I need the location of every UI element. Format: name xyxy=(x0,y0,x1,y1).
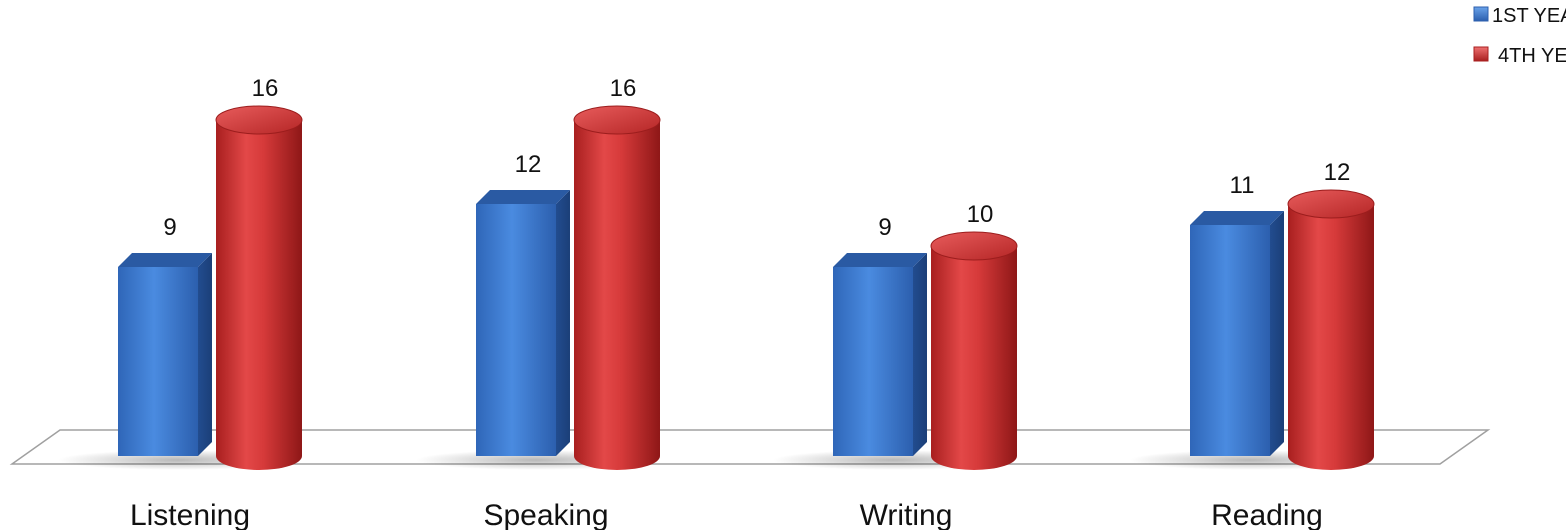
bar-1st-year-top-speaking xyxy=(476,190,570,204)
bar-4th-year-speaking xyxy=(574,120,660,470)
data-label-4th-year-listening: 16 xyxy=(252,75,279,102)
bar-4th-year-cap-speaking xyxy=(573,105,661,135)
bar-1st-year-side-listening xyxy=(198,253,212,456)
bar-4th-year-reading xyxy=(1288,204,1374,470)
legend-swatch-4th-year xyxy=(1473,46,1489,62)
data-label-1st-year-writing: 9 xyxy=(878,214,891,241)
bar-1st-year-side-speaking xyxy=(556,190,570,456)
data-label-4th-year-speaking: 16 xyxy=(610,75,637,102)
bar-4th-year-cap-reading xyxy=(1287,189,1375,219)
bar-4th-year-listening xyxy=(216,120,302,470)
legend-swatch-1st-year xyxy=(1473,6,1489,22)
bar-4th-year-cap-writing xyxy=(930,231,1018,261)
bar-4th-year-writing xyxy=(931,246,1017,470)
category-label-writing: Writing xyxy=(860,499,953,530)
bar-1st-year-listening xyxy=(118,267,198,456)
data-label-4th-year-writing: 10 xyxy=(967,201,994,228)
category-label-listening: Listening xyxy=(130,499,250,530)
bar-1st-year-writing xyxy=(833,267,913,456)
data-label-1st-year-speaking: 12 xyxy=(515,151,542,178)
bar-1st-year-side-writing xyxy=(913,253,927,456)
bar-1st-year-speaking xyxy=(476,204,556,456)
data-label-1st-year-reading: 11 xyxy=(1230,172,1255,199)
bar-1st-year-top-reading xyxy=(1190,211,1284,225)
category-label-speaking: Speaking xyxy=(483,499,608,530)
bar-1st-year-top-listening xyxy=(118,253,212,267)
category-label-reading: Reading xyxy=(1211,499,1323,530)
bar-4th-year-cap-listening xyxy=(215,105,303,135)
legend: 1ST YEAR 4TH YEAR xyxy=(1473,5,1566,67)
bar-1st-year-reading xyxy=(1190,225,1270,456)
bar-1st-year-side-reading xyxy=(1270,211,1284,456)
legend-label-1st-year: 1ST YEAR xyxy=(1492,5,1566,27)
bar-1st-year-top-writing xyxy=(833,253,927,267)
data-label-4th-year-reading: 12 xyxy=(1324,159,1351,186)
data-label-1st-year-listening: 9 xyxy=(163,214,176,241)
legend-label-4th-year: 4TH YEAR xyxy=(1498,45,1566,67)
